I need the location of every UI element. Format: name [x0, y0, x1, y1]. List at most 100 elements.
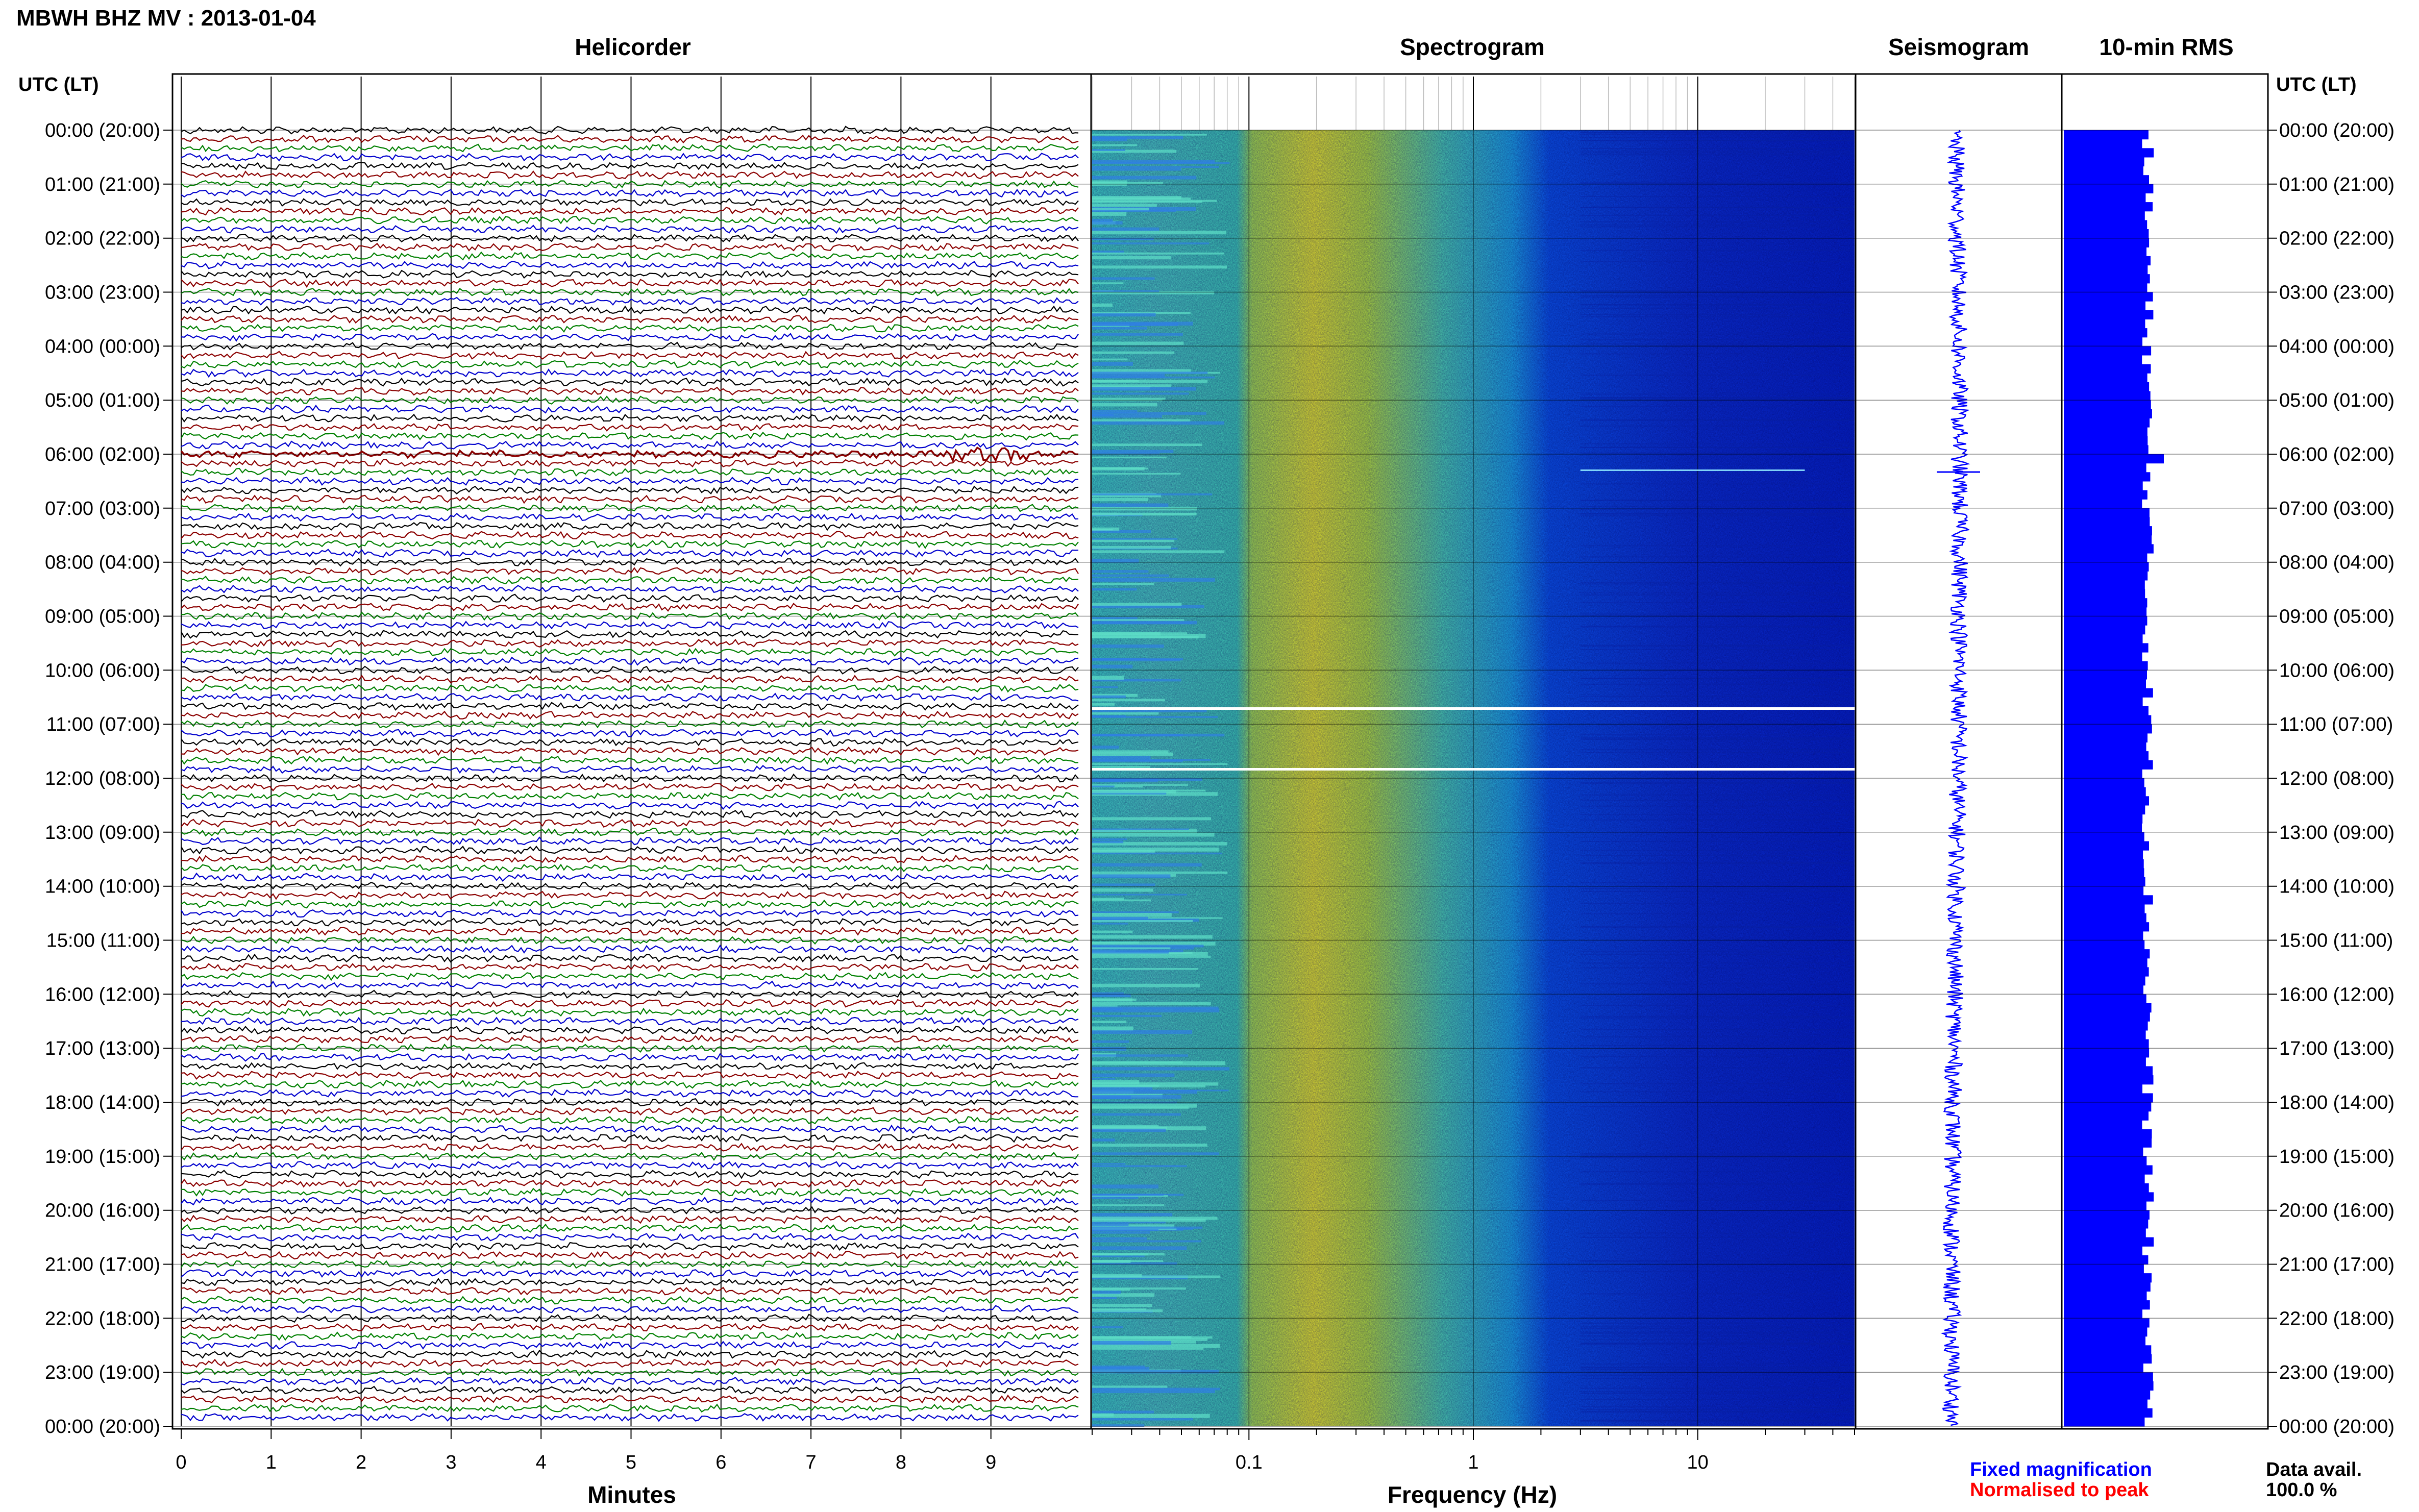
spectrogram-streak	[1092, 1014, 1162, 1018]
spectrogram-streak	[1092, 763, 1228, 765]
spectrogram-streak	[1092, 182, 1164, 185]
helicorder-trace-row	[181, 801, 1079, 810]
spectrogram-dark-streak	[1580, 1363, 1855, 1365]
rms-bar	[2064, 1363, 2143, 1373]
spectrogram-streak	[1092, 351, 1174, 354]
spectrogram-dark-streak	[1580, 316, 1855, 317]
time-label-left: 19:00 (15:00)	[45, 1146, 160, 1168]
spectrogram-event	[1580, 469, 1805, 471]
helicorder-trace-row	[181, 584, 1079, 593]
rms-bar	[2064, 805, 2145, 815]
spectrogram-streak	[1092, 1067, 1230, 1071]
spectrogram-streak	[1092, 883, 1155, 886]
spectrogram-streak	[1092, 1040, 1129, 1043]
spectrogram-streak	[1092, 1125, 1159, 1127]
helicorder-trace-row	[181, 351, 1079, 360]
rms-bar	[2064, 292, 2153, 302]
spectrogram-streak	[1092, 785, 1115, 787]
spectrogram-streak	[1092, 1138, 1115, 1142]
rms-bar	[2064, 256, 2151, 266]
helicorder-trace-row	[181, 1368, 1079, 1377]
spectrogram-streak	[1092, 168, 1181, 171]
spectrogram-streak	[1092, 838, 1127, 840]
rms-bar	[2064, 499, 2142, 509]
spectrogram-streak	[1092, 1026, 1133, 1031]
helicorder-trace-row	[181, 737, 1079, 747]
spectrogram-streak	[1092, 1387, 1220, 1391]
helicorder-trace-row	[181, 962, 1079, 972]
helicorder-trace-row	[181, 809, 1079, 819]
helicorder-trace-row	[181, 170, 1079, 180]
spectrogram-streak	[1092, 149, 1125, 151]
helicorder-trace-row	[181, 1331, 1079, 1341]
rms-bar	[2064, 751, 2149, 761]
rms-bar	[2064, 526, 2152, 536]
rms-bar	[2064, 706, 2149, 716]
rms-bar	[2064, 1219, 2149, 1229]
rms-bar	[2064, 1111, 2149, 1121]
time-label-right: 21:00 (17:00)	[2279, 1254, 2395, 1276]
spectrogram-streak	[1092, 785, 1143, 788]
spectrogram-streak	[1092, 1221, 1166, 1224]
time-label-right: 12:00 (08:00)	[2279, 768, 2395, 789]
helicorder-trace-row	[181, 945, 1079, 954]
spectrogram-streak	[1092, 1274, 1142, 1277]
rms-bar	[2064, 157, 2144, 167]
rms-bar	[2064, 508, 2150, 517]
rms-bar	[2064, 562, 2149, 572]
spectrogram-streak	[1092, 494, 1162, 498]
spectrogram-streak	[1092, 227, 1159, 231]
rms-bar	[2064, 337, 2142, 346]
rms-bar	[2064, 1120, 2142, 1130]
spectrogram-dark-streak	[1580, 1420, 1855, 1421]
spectrogram-streak	[1092, 1262, 1177, 1265]
spectrogram-dark-streak	[1580, 207, 1855, 208]
spectrogram-dark-streak	[1580, 140, 1855, 141]
spectrogram-streak	[1092, 1326, 1123, 1328]
spectrogram-dark-streak	[1580, 1332, 1855, 1334]
time-label-left: 07:00 (03:00)	[45, 498, 160, 519]
spectrogram-dark-streak	[1580, 295, 1855, 296]
rms-bar	[2064, 580, 2145, 590]
rms-bar	[2064, 202, 2153, 212]
helicorder-trace-row	[181, 702, 1079, 711]
rms-bar	[2064, 778, 2144, 788]
rms-bar	[2064, 175, 2149, 185]
spectrogram-streak	[1092, 659, 1180, 661]
spectrogram-streak	[1092, 1275, 1221, 1278]
spectrogram-dark-streak	[1580, 967, 1855, 969]
spectrogram-streak	[1092, 539, 1175, 542]
spectrogram-streak	[1092, 313, 1156, 317]
rms-bar	[2064, 733, 2148, 742]
spectrogram-streak	[1092, 1054, 1189, 1057]
helicorder-trace-row	[181, 260, 1079, 269]
helicorder-trace-row	[181, 764, 1079, 774]
rms-bar	[2064, 1372, 2153, 1382]
rms-bar	[2064, 220, 2148, 230]
rms-bar	[2064, 949, 2150, 959]
spectrogram-dark-streak	[1580, 1367, 1855, 1369]
rms-bar	[2064, 382, 2150, 392]
rms-bar	[2064, 715, 2152, 725]
spectrogram-streak	[1092, 384, 1171, 387]
spectrogram-dark-streak	[1580, 749, 1855, 751]
spectrogram-streak	[1092, 291, 1215, 294]
spectrogram-streak	[1092, 341, 1184, 345]
rms-bar	[2064, 1417, 2145, 1427]
helicorder-trace-row	[181, 423, 1079, 432]
spectrogram-streak	[1092, 144, 1138, 146]
rms-bar	[2064, 319, 2145, 329]
time-label-left: 05:00 (01:00)	[45, 390, 160, 411]
rms-bar	[2064, 1390, 2151, 1400]
rms-bar	[2064, 1255, 2149, 1265]
spectrogram-dark-streak	[1580, 1182, 1855, 1184]
spectrogram-dark-streak	[1580, 888, 1855, 889]
helicorder-trace-row	[181, 665, 1079, 675]
spectrogram-dark-streak	[1580, 1157, 1855, 1158]
spectrogram-streak	[1092, 1297, 1117, 1299]
spectrogram-streak	[1092, 1163, 1126, 1165]
spectrogram-streak	[1092, 358, 1128, 361]
spectrogram-dark-streak	[1580, 1083, 1855, 1084]
spectrogram-streak	[1092, 686, 1118, 688]
helicorder-trace-row	[181, 621, 1079, 630]
